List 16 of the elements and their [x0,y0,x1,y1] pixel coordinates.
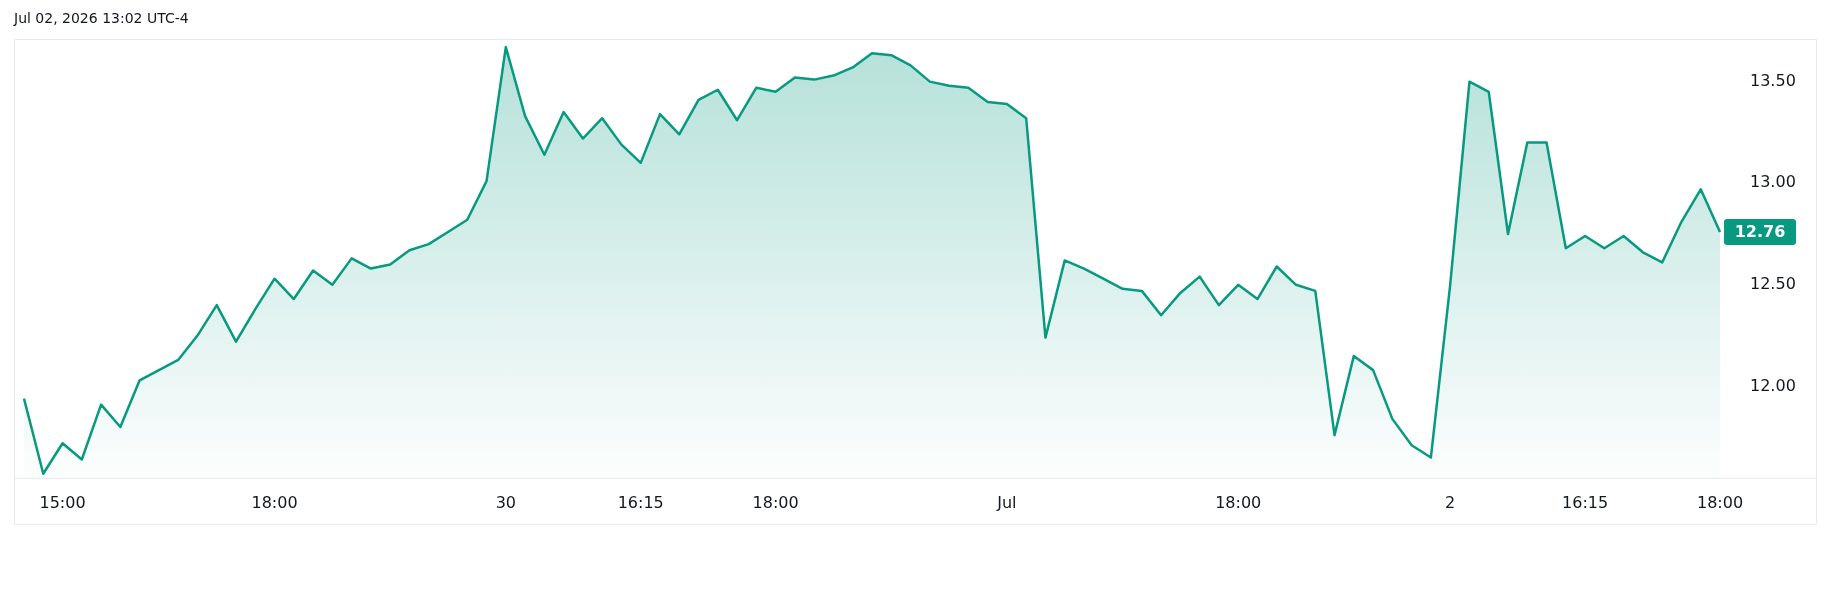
x-tick-label: 18:00 [752,492,799,512]
y-tick-label: 12.00 [1750,375,1796,395]
y-tick-label: 13.50 [1750,70,1796,90]
x-tick-label: 15:00 [39,492,86,512]
x-tick-label: 16:15 [617,492,664,512]
y-tick-label: 12.50 [1750,273,1796,293]
x-tick-label: 2 [1445,492,1456,512]
text: 12.76 [1734,222,1786,242]
x-tick-label: 18:00 [251,492,298,512]
x-tick-label: 18:00 [1696,492,1744,512]
x-tick-label: 18:00 [1215,492,1262,512]
x-tick-label: 16:15 [1562,492,1609,512]
y-tick-label: 13.00 [1750,172,1796,192]
x-tick-label: 30 [495,492,516,512]
text: Jul 02, 2026 13:02 UTC-4 [14,10,189,26]
x-tick-label: Jul [996,492,1017,512]
